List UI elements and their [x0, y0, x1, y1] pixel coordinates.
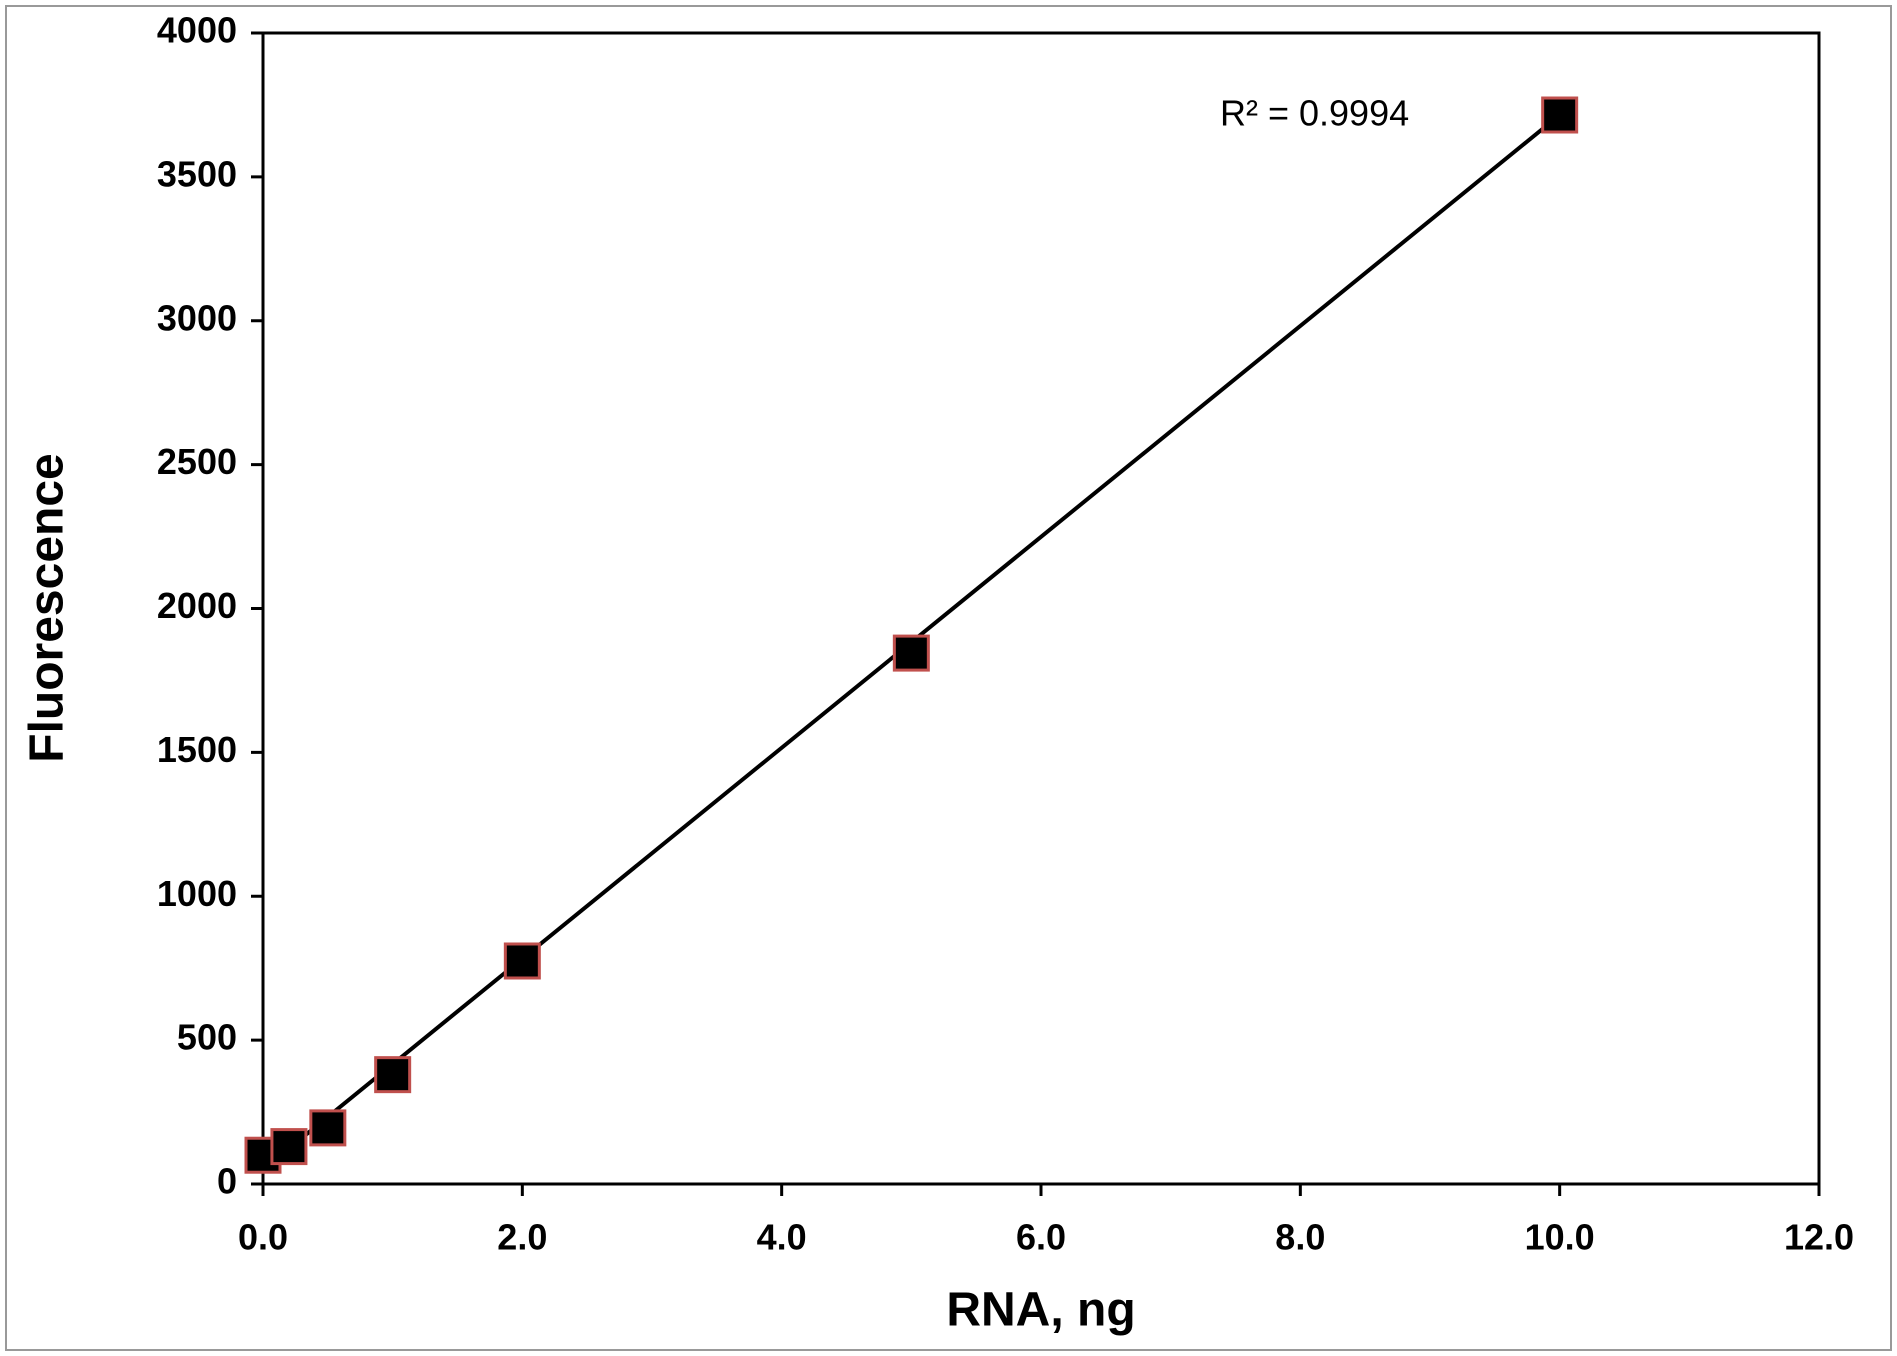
annotation: R² = 0.9994: [1220, 93, 1409, 134]
marker: [309, 1109, 347, 1147]
y-tick-label: 500: [177, 1017, 237, 1058]
y-tick-label: 3000: [157, 297, 237, 338]
x-tick-label: 4.0: [757, 1217, 807, 1258]
y-axis-title: Fluorescence: [21, 453, 74, 762]
y-tick-label: 0: [217, 1161, 237, 1202]
x-tick-label: 2.0: [497, 1217, 547, 1258]
y-tick-label: 4000: [157, 10, 237, 51]
x-tick-label: 0.0: [238, 1217, 288, 1258]
y-tick-label: 2500: [157, 441, 237, 482]
x-tick-label: 8.0: [1275, 1217, 1325, 1258]
x-tick-label: 6.0: [1016, 1217, 1066, 1258]
y-tick-label: 3500: [157, 153, 237, 194]
marker: [892, 634, 930, 672]
marker: [503, 942, 541, 980]
x-tick-label: 10.0: [1525, 1217, 1595, 1258]
marker: [374, 1056, 412, 1094]
x-tick-label: 12.0: [1784, 1217, 1854, 1258]
y-tick-label: 1500: [157, 729, 237, 770]
marker: [1541, 96, 1579, 134]
y-tick-label: 1000: [157, 873, 237, 914]
x-axis-title: RNA, ng: [946, 1284, 1135, 1337]
y-tick-label: 2000: [157, 585, 237, 626]
marker: [270, 1128, 308, 1166]
